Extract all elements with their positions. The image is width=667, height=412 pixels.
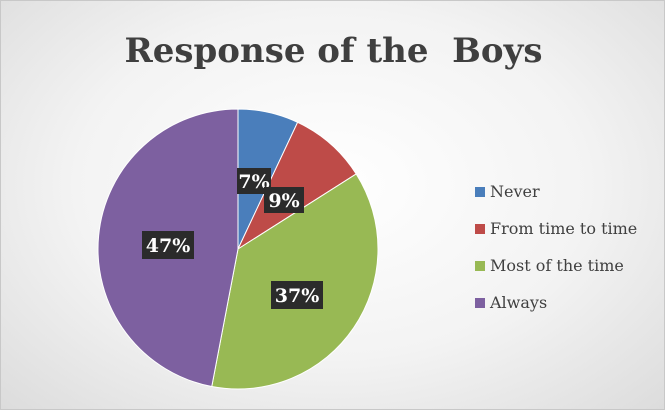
legend-swatch bbox=[475, 223, 485, 234]
svg-text:47%: 47% bbox=[146, 235, 191, 257]
chart-title: Response of the Boys bbox=[124, 31, 543, 71]
legend-label: Never bbox=[490, 182, 540, 201]
svg-text:37%: 37% bbox=[275, 285, 320, 307]
legend-label: From time to time bbox=[490, 219, 638, 238]
pie-data-labels: 7%9% 37% 47% bbox=[142, 168, 323, 309]
legend-item-always: Always bbox=[475, 293, 637, 312]
pie-slices bbox=[97, 108, 379, 390]
svg-text:7%: 7% bbox=[238, 171, 269, 193]
svg-text:9%: 9% bbox=[268, 190, 299, 212]
legend-label: Most of the time bbox=[490, 256, 624, 275]
legend-swatch bbox=[475, 297, 485, 308]
legend-label: Always bbox=[490, 293, 548, 312]
data-label-always: 47% bbox=[142, 231, 194, 259]
legend-swatch bbox=[475, 260, 485, 271]
legend-item-from-time-to-time: From time to time bbox=[475, 219, 637, 238]
data-label-most-of-the-time: 37% bbox=[271, 281, 323, 309]
pie-slice-from-time-to-time bbox=[236, 121, 357, 251]
legend-swatch bbox=[475, 186, 485, 197]
data-label-from-time-to-time: 9% bbox=[264, 187, 304, 213]
legend-item-never: Never bbox=[475, 182, 637, 201]
legend: Never From time to time Most of the time Al… bbox=[475, 182, 637, 330]
legend-item-most-of-the-time: Most of the time bbox=[475, 256, 637, 275]
